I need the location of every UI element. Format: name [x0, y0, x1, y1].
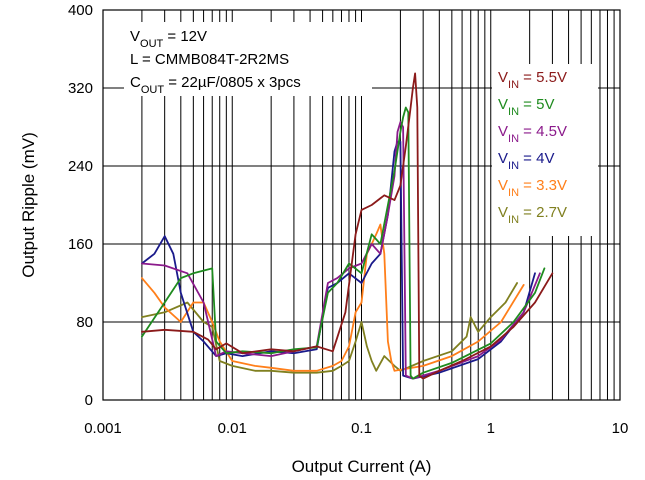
y-tick-label: 240: [68, 158, 93, 175]
series-layer: [140, 72, 554, 380]
x-tick-labels: 0.001 0.01 0.1 1 10: [84, 420, 628, 437]
legend-entry: VIN = 3.3V: [498, 177, 567, 199]
series-line: [140, 106, 546, 380]
y-tick-label: 0: [85, 392, 93, 409]
legend-entry: VIN = 5.5V: [498, 69, 567, 91]
plot-frame: [102, 9, 621, 401]
y-tick-labels: 0 80 160 240 320 400: [68, 2, 93, 409]
y-tick-label: 400: [68, 2, 93, 19]
annotation-line: VOUT = 12V: [130, 28, 207, 50]
x-tick-label: 1: [487, 420, 495, 437]
annotation-background: [124, 22, 372, 96]
legend: VIN = 5.5V VIN = 5V VIN = 4.5V VIN = 4V VIN …: [492, 64, 598, 236]
x-tick-label: 10: [612, 420, 629, 437]
series-line: [140, 72, 554, 380]
legend-entry: VIN = 4.5V: [498, 123, 567, 145]
annotation-line: COUT = 22µF/0805 x 3pcs: [130, 74, 301, 96]
annotation-line: L = CMMB084T-2R2MS: [130, 51, 289, 68]
x-tick-label: 0.01: [218, 420, 247, 437]
x-tick-label: 0.001: [84, 420, 122, 437]
x-axis-title: Output Current (A): [292, 457, 432, 476]
y-tick-label: 320: [68, 80, 93, 97]
y-tick-label: 160: [68, 236, 93, 253]
y-tick-label: 80: [76, 314, 93, 331]
legend-entry: VIN = 4V: [498, 150, 554, 172]
x-tick-label: 0.1: [351, 420, 372, 437]
legend-entry: VIN = 5V: [498, 96, 554, 118]
legend-entry: VIN = 2.7V: [498, 204, 567, 226]
y-axis-title: Output Ripple (mV): [19, 132, 38, 278]
legend-background: [492, 64, 598, 236]
